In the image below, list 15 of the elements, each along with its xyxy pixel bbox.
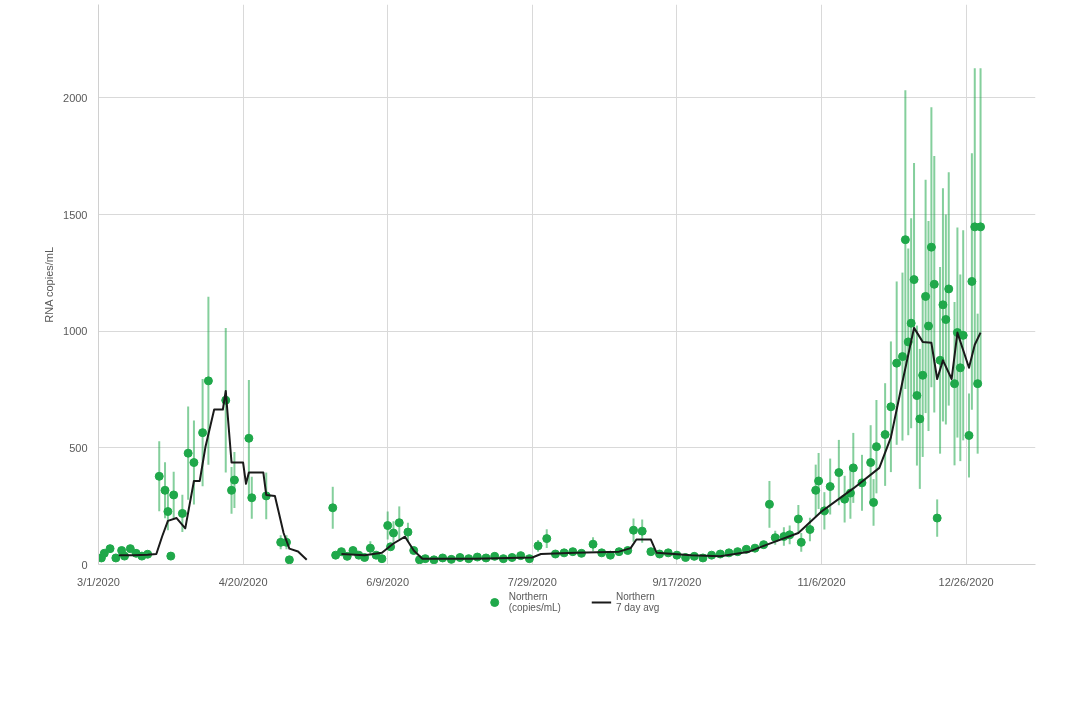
y-tick-label: 1000 [63,325,88,338]
y-axis-title: RNA copies/mL [43,246,56,323]
x-tick-label: 9/17/2020 [652,575,702,588]
y-tick-label: 500 [69,441,88,454]
legend-label: Northern (copies/mL) [508,590,561,614]
x-tick-label: 4/20/2020 [218,575,268,588]
x-tick-label: 12/26/2020 [938,575,994,588]
y-tick-label: 1500 [63,208,88,221]
x-tick-label: 11/6/2020 [797,575,846,588]
y-tick-label: 0 [81,558,88,571]
x-tick-label: 6/9/2020 [366,575,410,588]
x-tick-label: 3/1/2020 [77,575,120,588]
x-tick-label: 7/29/2020 [507,575,557,588]
y-tick-label: 2000 [63,91,88,104]
legend-label: Northern 7 day avg [615,590,660,614]
